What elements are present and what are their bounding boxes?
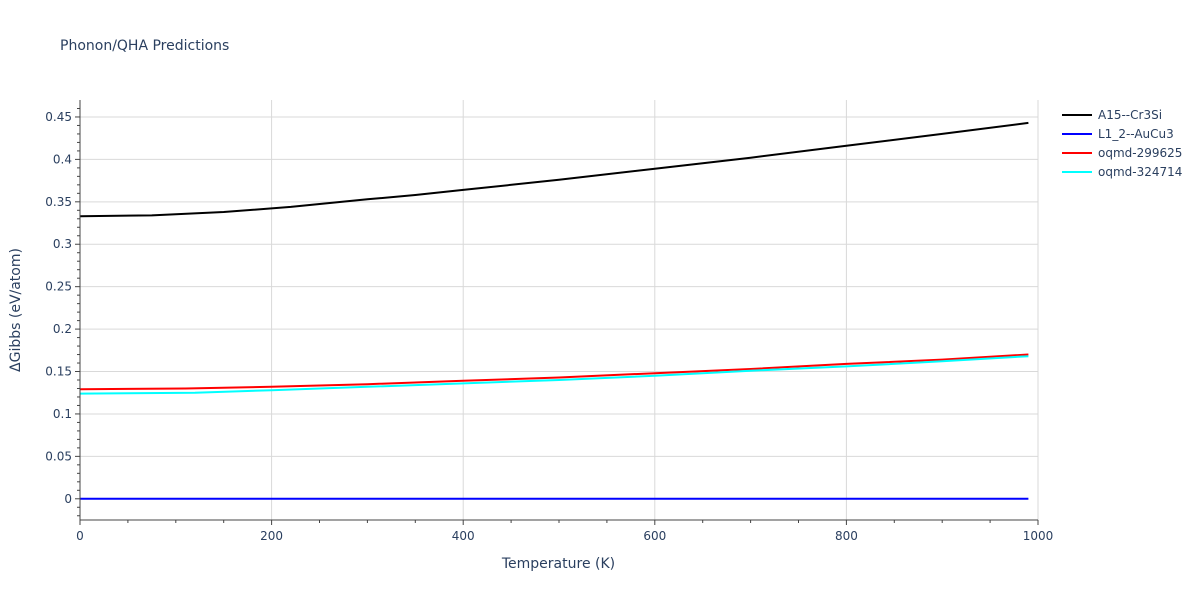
axis-layer: 0 0.05 0.1 0.15 0.2 0.25 0.3 0.35 0.4 0.45 0 200 400… [45, 100, 1053, 543]
legend-item[interactable]: oqmd-324714 [1062, 165, 1182, 179]
series-line-a15-cr3si[interactable] [79, 121, 1029, 218]
y-tick-label: 0.15 [45, 365, 72, 379]
x-tick-label: 400 [452, 529, 475, 543]
legend-item[interactable]: A15--Cr3Si [1062, 108, 1162, 122]
y-tick-label: 0.35 [45, 195, 72, 209]
y-tick-label: 0.4 [53, 152, 72, 166]
y-tick-label: 0.2 [53, 322, 72, 336]
x-tick-label: 200 [260, 529, 283, 543]
chart-title: Phonon/QHA Predictions [60, 38, 229, 54]
x-tick-label: 1000 [1023, 529, 1054, 543]
y-tick-label: 0.25 [45, 280, 72, 294]
x-tick-label: 600 [643, 529, 666, 543]
legend-label: A15--Cr3Si [1098, 108, 1162, 122]
y-tick-label: 0.3 [53, 237, 72, 251]
grid-layer [80, 100, 1039, 520]
x-axis-label: Temperature (K) [501, 556, 615, 572]
legend-item[interactable]: oqmd-299625 [1062, 146, 1182, 160]
legend[interactable]: A15--Cr3Si L1_2--AuCu3 oqmd-299625 oqmd-324… [1062, 108, 1182, 179]
series-layer [79, 121, 1029, 500]
y-tick-label: 0.1 [53, 407, 72, 421]
y-tick-label: 0.45 [45, 110, 72, 124]
legend-item[interactable]: L1_2--AuCu3 [1062, 127, 1174, 141]
x-tick-label: 800 [835, 529, 858, 543]
y-tick-label: 0 [64, 492, 72, 506]
y-axis-label: ΔGibbs (eV/atom) [8, 248, 24, 372]
series-line-oqmd-324714[interactable] [79, 355, 1029, 395]
legend-label: oqmd-324714 [1098, 165, 1182, 179]
legend-label: L1_2--AuCu3 [1098, 127, 1174, 141]
series-line-oqmd-299625[interactable] [79, 353, 1029, 391]
y-tick-label: 0.05 [45, 449, 72, 463]
x-tick-label: 0 [76, 529, 84, 543]
legend-label: oqmd-299625 [1098, 146, 1182, 160]
